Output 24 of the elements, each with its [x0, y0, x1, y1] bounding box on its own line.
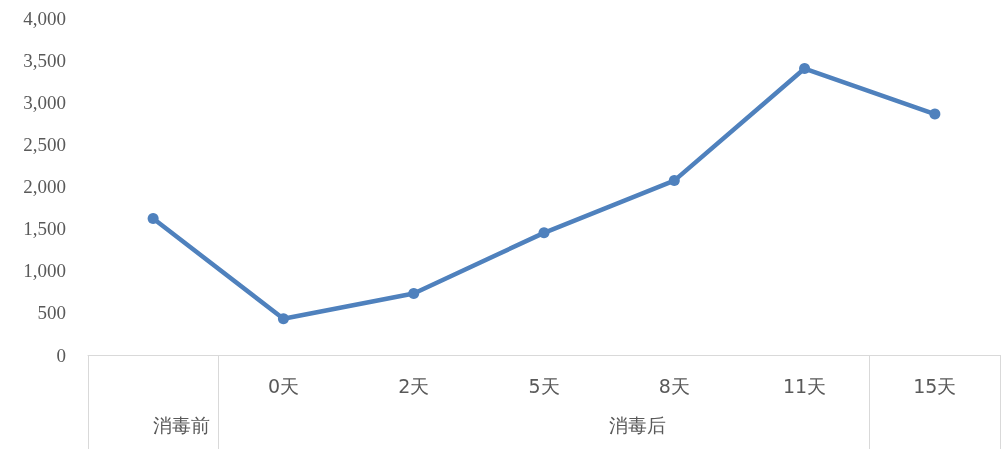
y-tick-label: 4,000 — [23, 7, 66, 29]
x-tick-label: 2天 — [398, 375, 430, 397]
x-tick-label: 11天 — [782, 375, 827, 397]
x-tick-label: 0天 — [267, 375, 299, 397]
y-tick-label: 2,500 — [23, 133, 66, 155]
y-tick-label: 2,000 — [23, 176, 66, 197]
y-tick-label: 500 — [37, 302, 66, 324]
text: 消毒前 — [153, 413, 211, 436]
point — [929, 108, 941, 120]
x-tick-label: 5天 — [528, 375, 560, 397]
x-tick-label: 8天 — [658, 375, 690, 397]
point — [799, 63, 811, 75]
y-tick-label: 3,000 — [23, 91, 66, 113]
y-tick-label: 0 — [56, 344, 66, 366]
point — [277, 313, 289, 325]
point — [668, 175, 680, 187]
y-tick-label: 1,500 — [23, 218, 66, 240]
point — [147, 213, 159, 225]
point — [408, 288, 420, 299]
y-tick-label: 1,000 — [23, 260, 66, 282]
point — [538, 227, 550, 239]
y-tick-label: 3,500 — [23, 49, 66, 71]
text: 消毒后 — [609, 413, 667, 436]
x-tick-label: 15天 — [913, 375, 957, 397]
